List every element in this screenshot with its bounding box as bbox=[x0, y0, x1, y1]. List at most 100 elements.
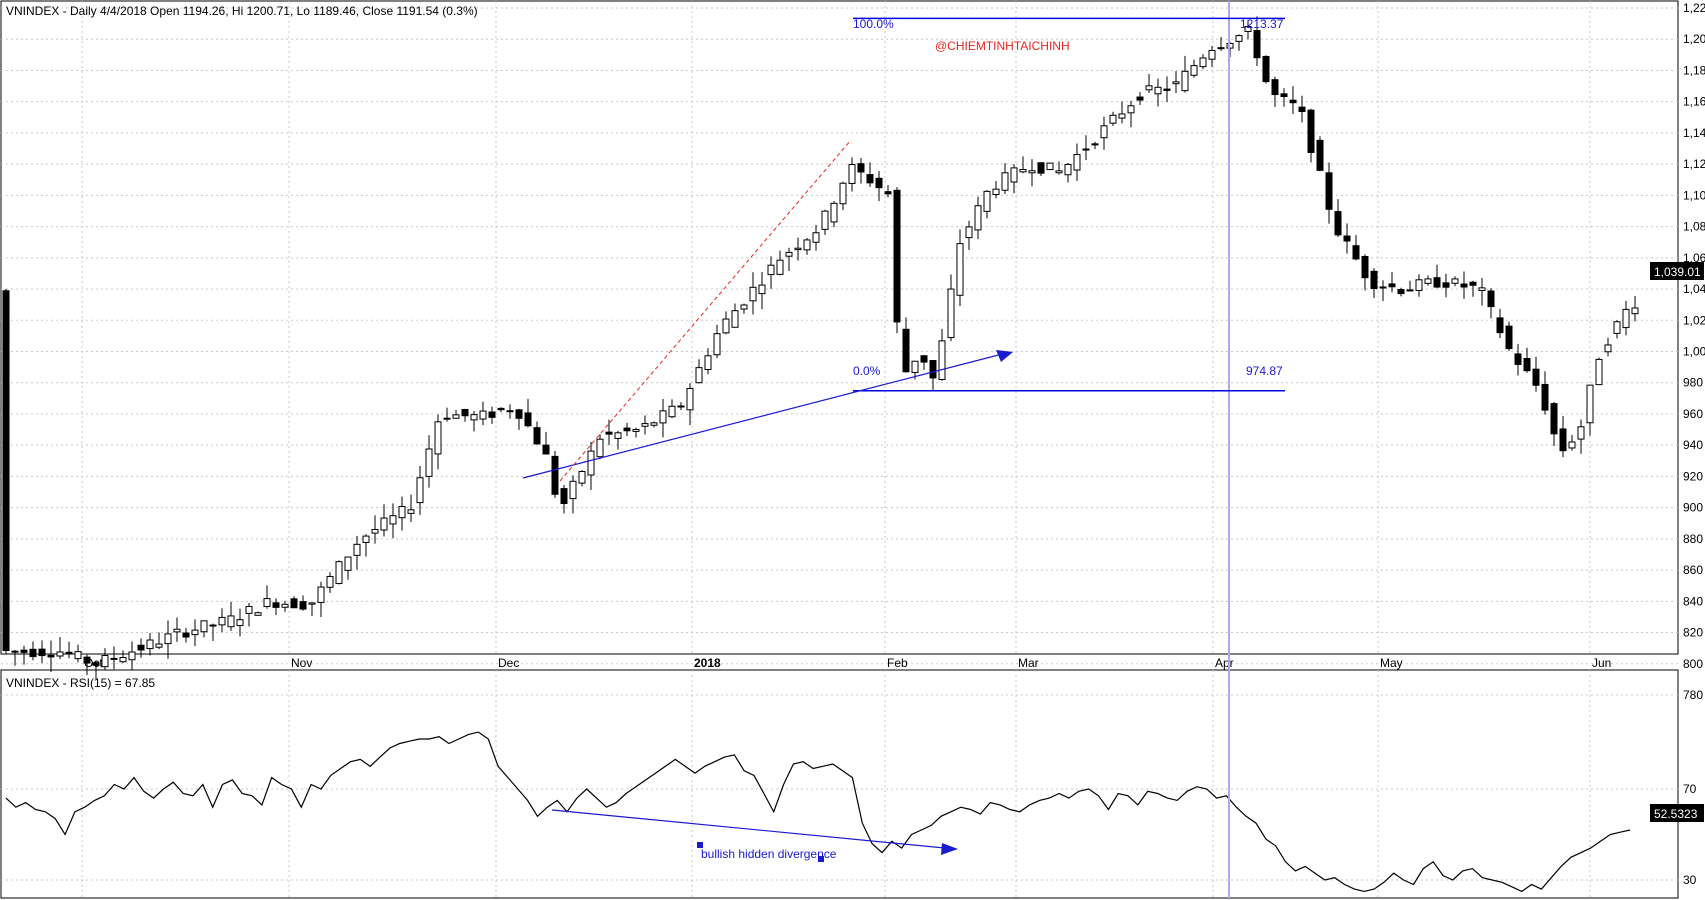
candle-down bbox=[38, 648, 46, 657]
candle-up bbox=[596, 438, 604, 458]
watermark-handle: @CHIEMTINHTAICHINH bbox=[935, 39, 1070, 53]
price-tick-label: 1,200 bbox=[1683, 32, 1705, 46]
last-rsi-label: 52.5323 bbox=[1654, 807, 1698, 821]
candle-up bbox=[1613, 321, 1621, 334]
candle-up bbox=[308, 602, 316, 605]
price-tick-label: 920 bbox=[1683, 469, 1703, 483]
candle-up bbox=[830, 202, 838, 223]
candle-up bbox=[965, 226, 973, 239]
candle-down bbox=[1307, 109, 1315, 153]
candle-up bbox=[1217, 47, 1225, 50]
price-tick-label: 1,180 bbox=[1683, 63, 1705, 77]
candle-down bbox=[1460, 283, 1468, 288]
candle-up bbox=[1379, 286, 1387, 289]
candle-up bbox=[614, 432, 622, 439]
month-label: May bbox=[1380, 656, 1403, 670]
price-tick-label: 1,140 bbox=[1683, 126, 1705, 140]
candle-down bbox=[1343, 235, 1351, 242]
fib-top-pct-label: 100.0% bbox=[853, 17, 894, 31]
candle-down bbox=[1388, 283, 1396, 288]
fib-bottom-pct-label: 0.0% bbox=[853, 364, 881, 378]
candle-down bbox=[1271, 79, 1279, 96]
divergence-marker bbox=[818, 856, 824, 862]
candle-down bbox=[137, 644, 145, 651]
candle-down bbox=[299, 601, 307, 610]
candle-down bbox=[29, 648, 37, 658]
price-pane-frame bbox=[0, 0, 1679, 655]
candle-up bbox=[434, 421, 442, 455]
candle-up bbox=[326, 575, 334, 588]
candle-up bbox=[1478, 287, 1486, 291]
candle-up bbox=[839, 182, 847, 205]
price-tick-label: 880 bbox=[1683, 532, 1703, 546]
candle-up bbox=[821, 210, 829, 230]
candle-up bbox=[659, 410, 667, 424]
candle-up bbox=[668, 405, 676, 418]
candle-up bbox=[1406, 289, 1414, 292]
candle-up bbox=[1046, 162, 1054, 171]
price-tick-label: 960 bbox=[1683, 407, 1703, 421]
candle-down bbox=[1298, 106, 1306, 113]
candle-up bbox=[74, 651, 82, 660]
candle-down bbox=[1325, 172, 1333, 210]
candle-down bbox=[1433, 277, 1441, 288]
candle-up bbox=[722, 318, 730, 334]
candle-up bbox=[695, 367, 703, 384]
price-trend-arrowhead bbox=[996, 350, 1013, 362]
candle-down bbox=[902, 328, 910, 373]
candle-down bbox=[875, 177, 883, 189]
price-tick-label: 1,060 bbox=[1683, 251, 1705, 265]
fib-bottom-value-label: 974.87 bbox=[1246, 364, 1283, 378]
month-label: Feb bbox=[887, 656, 908, 670]
marks-layer bbox=[2, 16, 1639, 893]
candle-up bbox=[317, 586, 325, 603]
candle-up bbox=[641, 423, 649, 427]
price-tick-label: 1,220 bbox=[1683, 1, 1705, 15]
candle-up bbox=[1208, 49, 1216, 60]
candle-down bbox=[920, 355, 928, 363]
candle-down bbox=[1136, 96, 1144, 101]
candle-down bbox=[1469, 281, 1477, 286]
candle-down bbox=[1550, 403, 1558, 435]
candle-up bbox=[569, 480, 577, 500]
candle-up bbox=[758, 284, 766, 295]
candle-up bbox=[749, 286, 757, 302]
candle-down bbox=[272, 602, 280, 608]
candle-down bbox=[20, 649, 28, 653]
rsi-line bbox=[5, 731, 1631, 893]
candle-up bbox=[803, 239, 811, 251]
candle-up bbox=[1082, 148, 1090, 151]
candle-down bbox=[1361, 255, 1369, 279]
price-tick-label: 820 bbox=[1683, 626, 1703, 640]
candle-up bbox=[1145, 85, 1153, 91]
last-price-label: 1,039.01 bbox=[1654, 265, 1701, 279]
price-tick-label: 1,120 bbox=[1683, 157, 1705, 171]
candle-up bbox=[452, 414, 460, 419]
candle-down bbox=[1541, 383, 1549, 411]
candle-up bbox=[362, 535, 370, 543]
candle-up bbox=[1073, 154, 1081, 171]
candle-down bbox=[893, 189, 901, 323]
candle-up bbox=[1100, 125, 1108, 139]
candle-up bbox=[227, 615, 235, 628]
candle-down bbox=[515, 409, 523, 419]
candle-up bbox=[209, 624, 217, 627]
rsi-tick-label: 30 bbox=[1683, 873, 1697, 887]
candle-down bbox=[1532, 368, 1540, 386]
candle-up bbox=[767, 264, 775, 276]
candle-down bbox=[2, 290, 10, 652]
candle-up bbox=[263, 598, 271, 607]
candle-up bbox=[254, 612, 262, 616]
price-tick-label: 1,080 bbox=[1683, 220, 1705, 234]
candle-up bbox=[1010, 167, 1018, 183]
price-pane-title: VNINDEX - Daily 4/4/2018 Open 1194.26, H… bbox=[6, 4, 478, 18]
candle-down bbox=[1397, 289, 1405, 295]
candle-up bbox=[1244, 26, 1252, 32]
candle-up bbox=[344, 556, 352, 571]
candle-up bbox=[1586, 384, 1594, 424]
candle-down bbox=[1316, 139, 1324, 171]
rsi-divergence-line bbox=[551, 809, 956, 850]
rsi-pane-frame bbox=[0, 669, 1679, 899]
